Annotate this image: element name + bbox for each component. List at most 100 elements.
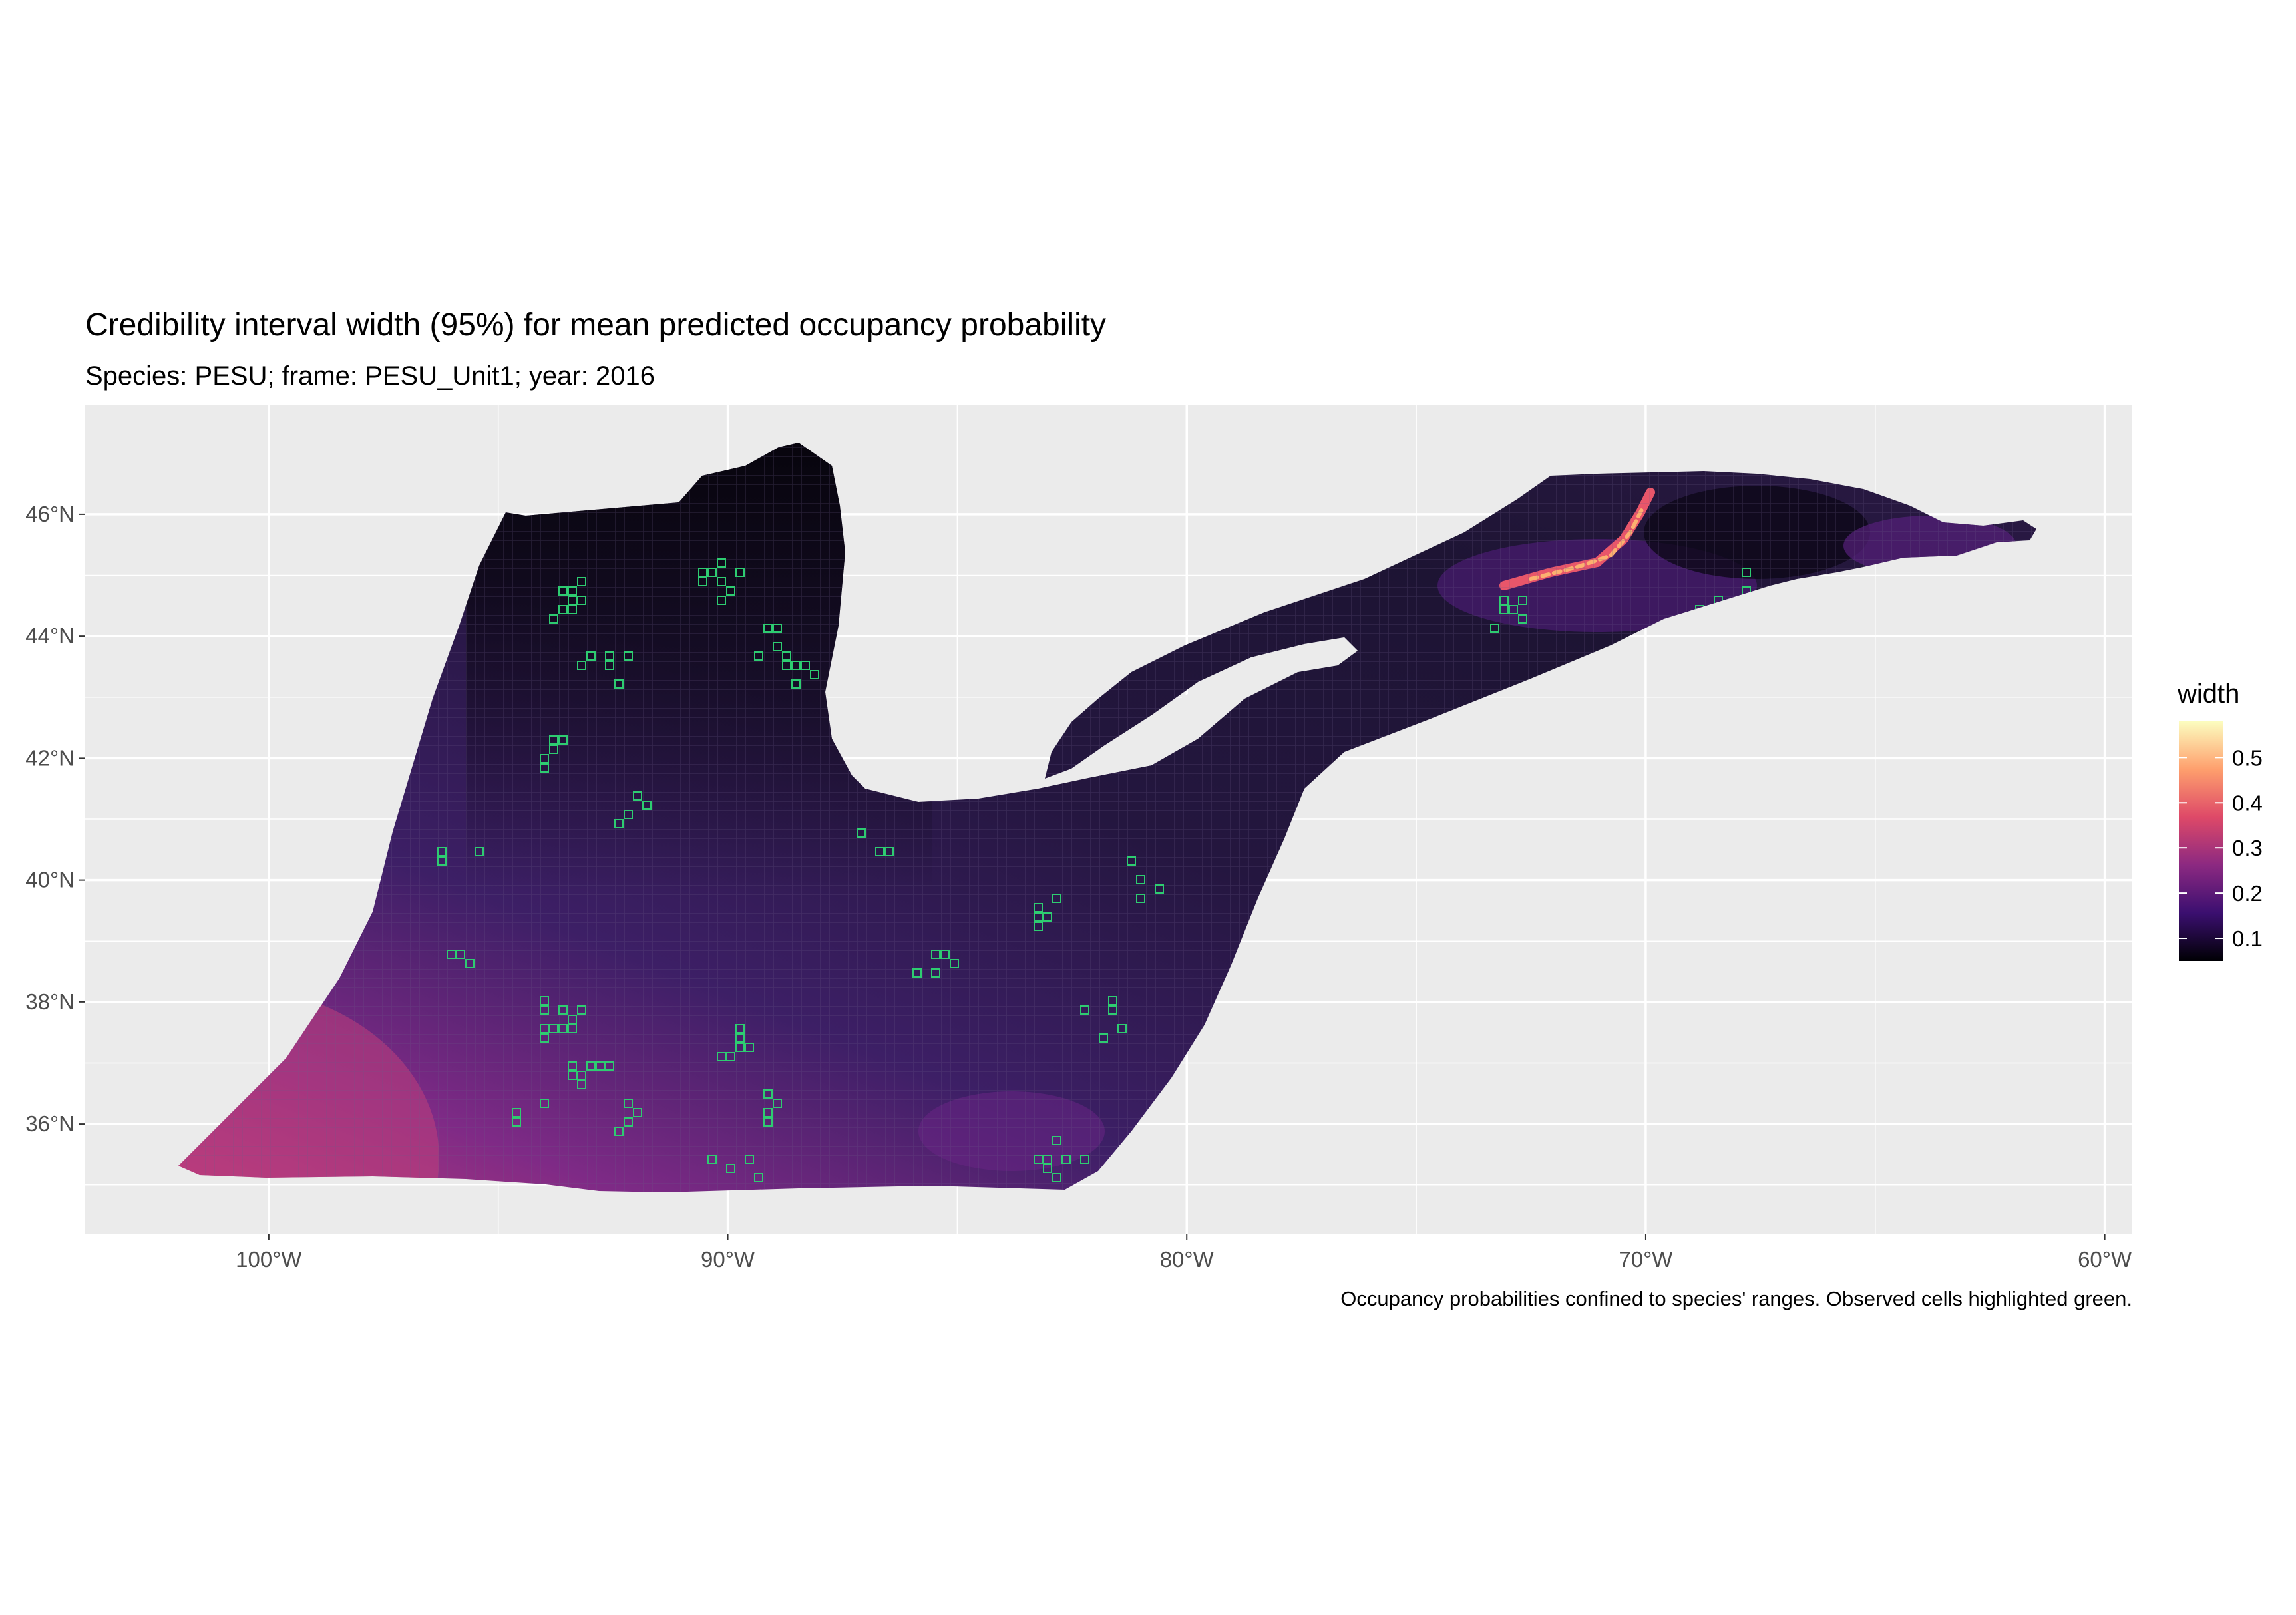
legend-label-4: 0.1 [2232, 926, 2263, 951]
observed-cell-105 [1043, 1164, 1052, 1173]
plot-caption: Occupancy probabilities confined to spec… [1340, 1287, 2132, 1310]
legend-label-0: 0.5 [2232, 745, 2263, 770]
observed-cell-40 [763, 624, 773, 633]
observed-cell-76 [773, 1099, 782, 1108]
observed-cell-37 [782, 661, 791, 670]
observed-cell-68 [735, 1033, 745, 1043]
observed-cell-129 [1742, 568, 1751, 577]
observed-cell-63 [577, 1071, 586, 1080]
observed-cell-51 [577, 1005, 586, 1015]
observed-cell-20 [549, 735, 558, 745]
x-tick-label-0: 100°W [236, 1247, 302, 1272]
observed-cell-47 [540, 1033, 549, 1043]
observed-cell-96 [1080, 1005, 1089, 1015]
y-tick-label-4: 44°N [25, 624, 75, 648]
y-tick-label-2: 40°N [25, 868, 75, 892]
x-tick-label-4: 60°W [2078, 1247, 2132, 1272]
observed-cell-29 [726, 586, 735, 596]
observed-cell-117 [540, 1099, 549, 1108]
legend: width 0.5 0.4 0.3 0.2 0.1 [2177, 679, 2263, 961]
observed-cell-86 [1034, 903, 1043, 912]
observed-cell-44 [791, 679, 801, 689]
observed-cell-59 [605, 1061, 614, 1071]
observed-cell-14 [549, 745, 558, 754]
observed-cell-1 [558, 586, 568, 596]
observed-cell-30 [735, 568, 745, 577]
observed-cell-139 [456, 950, 465, 959]
observed-cell-124 [1518, 614, 1527, 624]
observed-cell-64 [596, 1061, 605, 1071]
observed-cell-16 [540, 763, 549, 773]
y-tick-label-0: 36°N [25, 1111, 75, 1136]
observed-cell-111 [707, 1155, 717, 1164]
observed-cell-25 [642, 801, 652, 810]
observed-cell-43 [810, 670, 819, 679]
observed-cell-94 [1108, 1005, 1117, 1015]
observed-cell-110 [754, 1173, 763, 1182]
observed-cell-80 [931, 950, 940, 959]
observed-cell-89 [1136, 894, 1145, 903]
observed-cell-26 [698, 568, 707, 577]
observed-cell-74 [763, 1117, 773, 1127]
observed-cell-72 [745, 1043, 754, 1052]
observed-cell-99 [1108, 996, 1117, 1005]
observed-cell-109 [726, 1164, 735, 1173]
observed-cell-0 [568, 605, 577, 614]
observed-cell-137 [437, 856, 447, 866]
observed-cell-112 [633, 1108, 642, 1117]
observed-cell-140 [465, 959, 475, 968]
x-tick-label-1: 90°W [701, 1247, 755, 1272]
observed-cell-79 [931, 968, 940, 978]
observed-cell-19 [540, 754, 549, 763]
observed-cell-85 [1052, 894, 1061, 903]
observed-cell-55 [549, 1024, 558, 1033]
observed-cell-90 [1127, 856, 1136, 866]
observed-cell-102 [1080, 1155, 1089, 1164]
observed-cell-120 [1490, 624, 1499, 633]
legend-label-3: 0.2 [2232, 881, 2263, 906]
observed-cell-36 [754, 651, 763, 661]
observed-cell-114 [624, 1099, 633, 1108]
y-tick-label-1: 38°N [25, 989, 75, 1014]
observed-cell-10 [586, 651, 596, 661]
observed-cell-113 [624, 1117, 633, 1127]
x-tick-label-3: 70°W [1619, 1247, 1673, 1272]
observed-cell-81 [912, 968, 922, 978]
observed-cell-106 [1052, 1173, 1061, 1182]
observed-cell-22 [624, 810, 633, 819]
observed-cell-4 [577, 596, 586, 605]
observed-cell-87 [1043, 912, 1052, 922]
observed-cell-11 [614, 679, 624, 689]
observed-cell-67 [735, 1024, 745, 1033]
observed-cell-21 [614, 819, 624, 828]
observed-cell-8 [605, 651, 614, 661]
observed-cell-71 [726, 1052, 735, 1061]
observed-cell-50 [540, 1024, 549, 1033]
observed-cell-121 [1518, 596, 1527, 605]
y-tick-label-3: 42°N [25, 745, 75, 770]
y-axis: 36°N 38°N 40°N 42°N 44°N 46°N [25, 502, 85, 1136]
observed-cell-6 [577, 577, 586, 586]
y-tick-label-5: 46°N [25, 502, 75, 526]
observed-cell-116 [512, 1117, 521, 1127]
observed-cell-133 [857, 828, 866, 838]
observed-cell-91 [1155, 884, 1164, 894]
legend-label-1: 0.4 [2232, 791, 2263, 815]
observed-cell-119 [1499, 596, 1509, 605]
observed-cell-69 [717, 1052, 726, 1061]
observed-cell-34 [707, 568, 717, 577]
legend-title: width [2177, 679, 2239, 709]
legend-label-2: 0.3 [2232, 836, 2263, 860]
observed-cell-42 [791, 661, 801, 670]
observed-cell-2 [568, 596, 577, 605]
observed-cell-45 [540, 1005, 549, 1015]
observed-cell-123 [1499, 605, 1509, 614]
observed-cell-18 [558, 735, 568, 745]
observed-cell-33 [717, 577, 726, 586]
observed-cell-136 [437, 847, 447, 856]
observed-cell-134 [884, 847, 894, 856]
observed-cell-101 [1052, 1136, 1061, 1145]
observed-cell-100 [1043, 1155, 1052, 1164]
observed-cell-7 [568, 586, 577, 596]
